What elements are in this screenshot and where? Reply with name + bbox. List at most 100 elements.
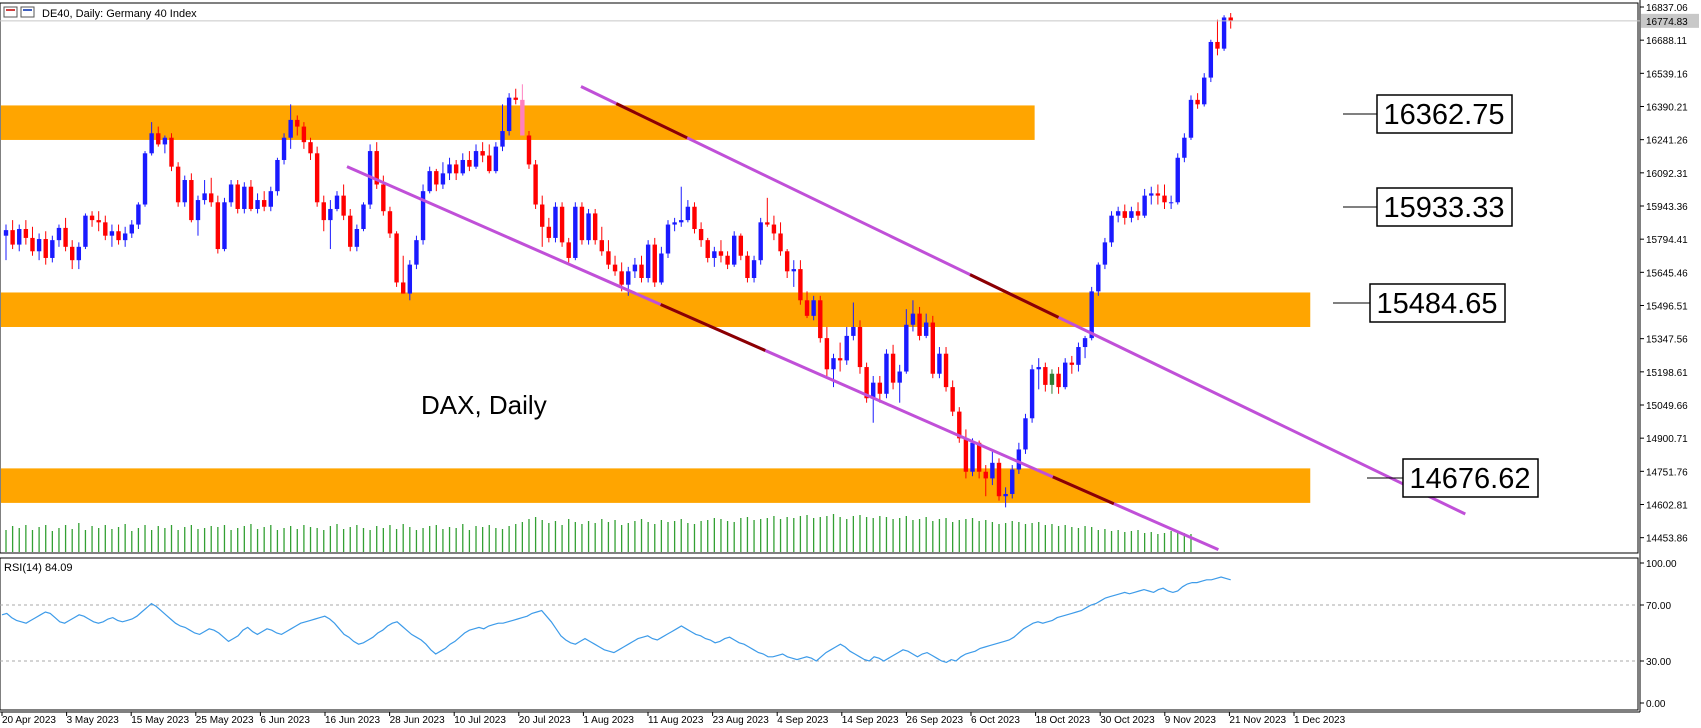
candle-body [877, 382, 883, 394]
candle-body [1202, 77, 1207, 105]
candle-body [592, 213, 598, 241]
price-tick-label: 14900.71 [1646, 434, 1688, 445]
candle [738, 233, 744, 261]
candle-body [1182, 137, 1187, 158]
candle [43, 231, 48, 265]
candle-body [50, 240, 55, 258]
candle [765, 197, 770, 227]
candle [990, 451, 995, 486]
candle [1208, 39, 1214, 83]
candle [401, 255, 406, 294]
candle [1182, 133, 1187, 163]
candle [348, 208, 353, 252]
candle [109, 224, 115, 247]
candle [56, 224, 62, 247]
candle-body [798, 269, 803, 301]
candle [976, 440, 982, 479]
candle-body [1228, 17, 1233, 21]
date-tick-label: 11 Aug 2023 [648, 715, 704, 726]
date-tick-label: 26 Sep 2023 [906, 715, 963, 726]
candle [791, 260, 796, 287]
candle [837, 342, 843, 372]
candle [897, 364, 902, 403]
candle [857, 320, 863, 374]
date-axis: 20 Apr 2023 3 May 2023 15 May 2023 25 May 2… [0, 711, 1640, 726]
candle-body [248, 186, 254, 209]
candle-body [712, 251, 717, 258]
candle-body [652, 244, 657, 283]
candle-body [606, 251, 611, 265]
level-value: 15933.33 [1384, 192, 1505, 224]
candle-body [487, 155, 492, 172]
candle [434, 168, 439, 192]
date-tick-label: 1 Dec 2023 [1294, 715, 1346, 726]
candle-body [301, 126, 307, 143]
candle-body [626, 271, 631, 285]
candle [202, 180, 207, 205]
candle [1023, 413, 1028, 454]
candle [1076, 342, 1081, 372]
candle [440, 162, 446, 189]
candle [255, 193, 260, 214]
candle [89, 211, 95, 227]
zone-1 [1, 292, 1311, 327]
candle [1043, 362, 1048, 392]
candle-body [506, 97, 512, 132]
candle-body [308, 142, 313, 154]
candle-body [851, 326, 856, 336]
candle-body [1142, 195, 1147, 216]
candle [1129, 206, 1134, 223]
candle-body [116, 231, 121, 241]
candle-body [228, 184, 234, 203]
candle [76, 242, 82, 270]
candle [798, 260, 803, 305]
candle [1175, 153, 1180, 205]
candle-body [1029, 369, 1035, 419]
candle [1162, 184, 1167, 209]
candle-body [209, 193, 214, 203]
candle [1195, 93, 1200, 109]
level-box [1402, 458, 1539, 498]
candle [1168, 195, 1174, 209]
candle-body [381, 184, 386, 212]
candle-body [17, 229, 22, 245]
candle [639, 255, 644, 283]
candle [1215, 19, 1220, 56]
candle-body [189, 180, 194, 221]
candle [420, 184, 426, 245]
candle [698, 222, 704, 247]
candle [228, 180, 234, 207]
candle-body [122, 233, 128, 241]
candle-body [513, 97, 518, 100]
candle-body [129, 224, 134, 234]
price-tick-label: 16390.21 [1646, 102, 1688, 113]
candle-body [1195, 99, 1200, 105]
candle [599, 226, 604, 256]
date-tick-label: 23 Aug 2023 [713, 715, 770, 726]
candle-body [235, 184, 240, 209]
candle-body [904, 324, 909, 372]
date-tick-label: 21 Nov 2023 [1229, 715, 1286, 726]
candle-body [334, 195, 340, 209]
candle-body [447, 164, 452, 174]
candle-body [56, 227, 62, 241]
candle-body [175, 166, 181, 203]
candle-body [401, 282, 406, 294]
candle [334, 191, 340, 212]
candle [83, 213, 88, 250]
candle-body [784, 251, 790, 272]
candle-body [493, 146, 499, 172]
candle-body [10, 230, 15, 245]
candle-body [745, 255, 750, 278]
candle-body [460, 159, 465, 174]
candle [215, 195, 221, 254]
candle-body [281, 137, 287, 160]
candle [679, 186, 684, 227]
candle-body [937, 353, 942, 374]
candle [169, 133, 174, 172]
price-tick-label: 15645.46 [1646, 268, 1688, 279]
candle [659, 246, 664, 285]
candle-body [1215, 41, 1220, 49]
candle-body [672, 222, 677, 225]
candle-body [1129, 211, 1134, 218]
